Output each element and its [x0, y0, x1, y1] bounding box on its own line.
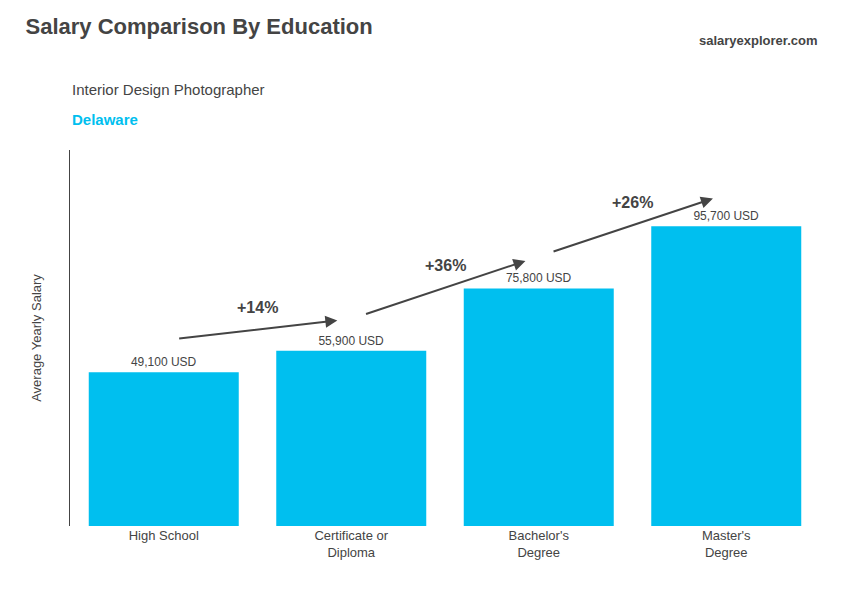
svg-text:High School: High School [129, 528, 199, 543]
svg-text:Average Yearly Salary: Average Yearly Salary [29, 274, 44, 402]
svg-text:75,800 USD: 75,800 USD [506, 271, 572, 285]
svg-text:55,900 USD: 55,900 USD [318, 334, 384, 348]
svg-text:Delaware: Delaware [72, 111, 138, 128]
svg-text:Bachelor'sDegree: Bachelor'sDegree [509, 528, 570, 560]
svg-text:+14%: +14% [237, 299, 278, 316]
svg-text:+26%: +26% [612, 194, 653, 211]
svg-text:95,700 USD: 95,700 USD [693, 209, 759, 223]
svg-text:salaryexplorer.com: salaryexplorer.com [699, 33, 818, 48]
svg-text:Salary Comparison By Education: Salary Comparison By Education [26, 14, 373, 39]
svg-text:Certificate orDiploma: Certificate orDiploma [314, 528, 388, 560]
svg-text:Master'sDegree: Master'sDegree [702, 528, 751, 560]
svg-text:49,100 USD: 49,100 USD [131, 355, 197, 369]
svg-text:Interior Design Photographer: Interior Design Photographer [72, 81, 265, 98]
svg-text:+36%: +36% [425, 257, 466, 274]
